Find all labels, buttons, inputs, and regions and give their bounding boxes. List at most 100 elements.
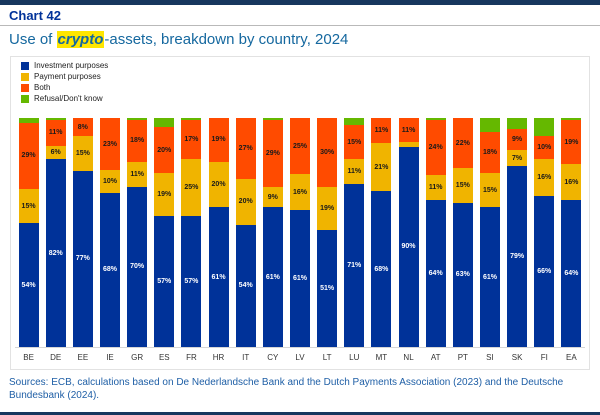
bar-segment [344,118,365,125]
bar-segment: 57% [181,216,202,347]
x-axis-label: ES [158,353,170,362]
value-label: 54% [21,281,36,289]
value-label: 18% [130,137,145,145]
bar-segment: 9% [507,129,528,151]
bar-slot: 61% 16% 25% [286,118,313,347]
value-label: 8% [77,123,88,131]
bar-segment [154,118,175,128]
value-label: 61% [265,273,280,281]
bar-segment: 9% [262,186,283,208]
bar-segment: 27% [235,118,256,180]
bar-slot: 61% 9% 29% [259,118,286,347]
value-label: 15% [347,138,362,146]
bar-slot: 77% 15% 8% [69,118,96,347]
x-axis-slot: PT [449,354,476,366]
stacked-bar: 63% 15% 22% [452,118,473,347]
value-label: 11% [347,168,362,176]
value-label: 20% [211,180,226,188]
value-label: 15% [455,182,470,190]
title-highlight: crypto [56,31,105,48]
bar-segment [45,118,66,121]
title-prefix: Use of [9,31,57,48]
value-label: 29% [21,152,36,160]
bar-segment: 18% [127,120,148,162]
stacked-bar: 61% 9% 29% [262,118,283,347]
bar-segment: 6% [45,145,66,160]
x-axis-slot: IE [96,354,123,366]
bar-segment: 51% [317,230,338,347]
bar-segment: 18% [479,131,500,173]
bar-segment: 11% [45,120,66,146]
legend-item: Refusal/Don't know [21,95,108,103]
legend-item: Investment purposes [21,62,108,70]
legend-item: Both [21,84,108,92]
x-axis-slot: FR [178,354,205,366]
value-label: 15% [21,202,36,210]
bar-slot: 63% 15% 22% [449,118,476,347]
x-axis-slot: LV [286,354,313,366]
stacked-bar: 68% 10% 23% [99,118,120,347]
bar-segment: 25% [289,118,310,175]
stacked-bar: 64% 11% 24% [425,118,446,347]
bar-segment: 68% [371,191,392,347]
x-axis-slot: NL [395,354,422,366]
stacked-bar: 64% 16% 19% [561,118,582,347]
bar-segment [561,118,582,121]
bar-segment: 15% [72,136,93,171]
bar-slot: 54% 15% 29% [15,118,42,347]
x-axis-slot: AT [422,354,449,366]
value-label: 11% [428,184,443,192]
stacked-bar: 54% 15% 29% [18,118,39,347]
bar-slot: 68% 21% 11% [368,118,395,347]
bar-segment: 82% [45,159,66,347]
bar-segment: 16% [289,174,310,211]
x-axis-label: IT [242,353,250,362]
value-label: 19% [320,204,335,212]
bar-segment: 15% [344,124,365,160]
stacked-bar: 90% 11% [398,118,419,347]
x-axis-label: FI [540,353,548,362]
stacked-bar: 57% 25% 17% [181,118,202,347]
bar-segment: 11% [371,118,392,144]
x-axis-slot: SK [504,354,531,366]
value-label: 64% [428,270,443,278]
x-axis-label: HR [212,353,225,362]
bar-segment [18,118,39,123]
value-label: 19% [564,138,579,146]
stacked-bar: 61% 16% 25% [289,118,310,347]
chart: Investment purposes Payment purposes Both R… [10,56,590,370]
value-label: 16% [537,174,552,182]
legend-swatch [21,95,29,103]
bar-slot: 66% 16% 10% [531,118,558,347]
value-label: 15% [75,150,90,157]
chart-legend: Investment purposes Payment purposes Both R… [21,62,108,106]
x-axis-label: DE [50,353,62,362]
value-label: 57% [157,278,172,286]
x-axis-slot: GR [124,354,151,366]
bar-segment: 64% [425,200,446,347]
bar-slot: 82% 6% 11% [42,118,69,347]
bar-segment: 15% [18,189,39,224]
x-axis-label: BE [23,353,34,362]
bar-segment: 23% [99,118,120,171]
legend-swatch [21,62,29,70]
x-axis-slot: FI [531,354,558,366]
bar-segment [127,118,148,121]
bar-segment: 15% [452,168,473,203]
bar-segment: 11% [344,159,365,185]
bar-segment: 19% [317,186,338,231]
chart-number-label: Chart 42 [9,8,62,23]
x-axis-label: LT [322,353,332,362]
bar-segment: 10% [99,170,120,193]
bar-segment: 90% [398,146,419,347]
bar-slot: 70% 11% 18% [124,118,151,347]
value-label: 63% [455,271,470,279]
header-divider [0,25,600,26]
value-label: 29% [265,150,280,157]
value-label: 61% [211,273,226,281]
x-axis-slot: DE [42,354,69,366]
x-axis-label: IE [106,353,114,362]
value-label: 6% [50,148,61,156]
bar-segment: 29% [18,122,39,189]
bar-segment: 10% [534,136,555,160]
